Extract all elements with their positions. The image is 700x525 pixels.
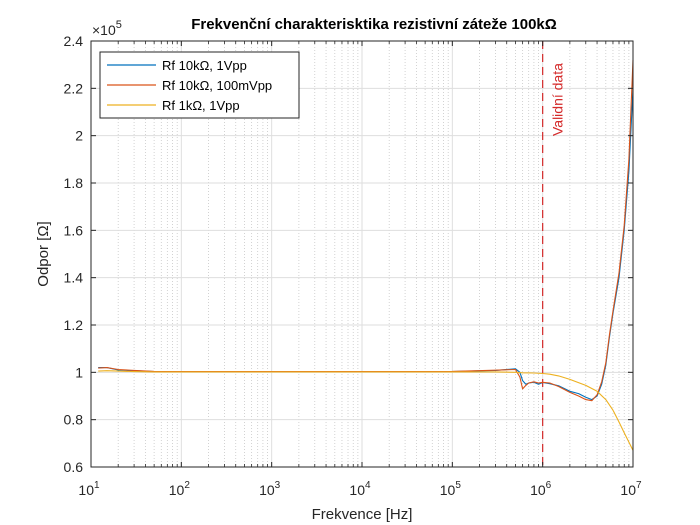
y-tick-label: 2.2: [64, 80, 84, 96]
x-tick-label: 107: [620, 480, 642, 498]
legend-label-1: Rf 10kΩ, 100mVpp: [162, 78, 272, 93]
x-tick-label: 102: [169, 480, 191, 498]
y-multiplier-base: ×10: [92, 22, 116, 38]
y-tick-label: 2.4: [64, 33, 84, 49]
x-tick-label: 103: [259, 480, 281, 498]
legend-label-0: Rf 10kΩ, 1Vpp: [162, 58, 247, 73]
y-tick-label: 1.8: [64, 175, 84, 191]
tick-layer: 101 102 103 104 105 106 107 0.6 0.8 1 1.2 1.4 1.6 1.8…: [64, 33, 642, 498]
series-layer: [98, 59, 634, 451]
series-line-2: [98, 370, 634, 451]
y-multiplier: ×105: [92, 19, 122, 38]
y-tick-label: 0.8: [64, 412, 84, 428]
y-tick-label: 0.6: [64, 459, 84, 475]
x-tick-label: 106: [530, 480, 552, 498]
legend-label-2: Rf 1kΩ, 1Vpp: [162, 98, 240, 113]
legend: Rf 10kΩ, 1Vpp Rf 10kΩ, 100mVpp Rf 1kΩ, 1…: [99, 51, 300, 119]
valid-data-label: Validní data: [550, 63, 566, 136]
x-tick-label: 105: [440, 480, 462, 498]
x-tick-label: 101: [78, 480, 100, 498]
y-tick-label: 1.2: [64, 317, 84, 333]
annotation-layer: Validní data: [542, 41, 566, 467]
y-tick-label: 1.4: [64, 270, 84, 286]
x-tick-label: 104: [349, 480, 371, 498]
y-axis-label: Odpor [Ω]: [35, 221, 52, 286]
y-tick-label: 2: [75, 128, 83, 144]
y-multiplier-exponent: 5: [116, 19, 122, 31]
chart-title: Frekvenční charakterisktika rezistivní z…: [191, 16, 557, 33]
y-tick-label: 1.6: [64, 222, 84, 238]
x-axis-label: Frekvence [Hz]: [312, 506, 413, 523]
y-tick-label: 1: [75, 364, 83, 380]
